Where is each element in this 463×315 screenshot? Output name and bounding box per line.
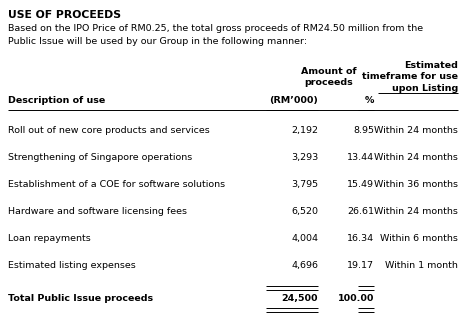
Text: Total Public Issue proceeds: Total Public Issue proceeds <box>8 294 153 303</box>
Text: 4,696: 4,696 <box>291 261 318 270</box>
Text: 3,795: 3,795 <box>291 180 318 189</box>
Text: 3,293: 3,293 <box>291 153 318 162</box>
Text: Establishment of a COE for software solutions: Establishment of a COE for software solu… <box>8 180 225 189</box>
Text: Within 1 month: Within 1 month <box>385 261 458 270</box>
Text: Hardware and software licensing fees: Hardware and software licensing fees <box>8 207 187 216</box>
Text: %: % <box>365 96 374 105</box>
Text: 2,192: 2,192 <box>291 126 318 135</box>
Text: 4,004: 4,004 <box>291 234 318 243</box>
Text: (RM’000): (RM’000) <box>269 96 318 105</box>
Text: 8.95: 8.95 <box>353 126 374 135</box>
Text: USE OF PROCEEDS: USE OF PROCEEDS <box>8 10 121 20</box>
Text: 6,520: 6,520 <box>291 207 318 216</box>
Text: 24,500: 24,500 <box>282 294 318 303</box>
Text: Description of use: Description of use <box>8 96 105 105</box>
Text: Strengthening of Singapore operations: Strengthening of Singapore operations <box>8 153 192 162</box>
Text: Roll out of new core products and services: Roll out of new core products and servic… <box>8 126 210 135</box>
Text: 15.49: 15.49 <box>347 180 374 189</box>
Text: Estimated listing expenses: Estimated listing expenses <box>8 261 136 270</box>
Text: 16.34: 16.34 <box>347 234 374 243</box>
Text: 100.00: 100.00 <box>338 294 374 303</box>
Text: Within 24 months: Within 24 months <box>374 207 458 216</box>
Text: 26.61: 26.61 <box>347 207 374 216</box>
Text: Based on the IPO Price of RM0.25, the total gross proceeds of RM24.50 million fr: Based on the IPO Price of RM0.25, the to… <box>8 24 423 45</box>
Text: Within 6 months: Within 6 months <box>380 234 458 243</box>
Text: Within 36 months: Within 36 months <box>374 180 458 189</box>
Text: Amount of
proceeds: Amount of proceeds <box>300 67 357 88</box>
Text: Loan repayments: Loan repayments <box>8 234 91 243</box>
Text: 19.17: 19.17 <box>347 261 374 270</box>
Text: Within 24 months: Within 24 months <box>374 126 458 135</box>
Text: 13.44: 13.44 <box>347 153 374 162</box>
Text: Estimated
timeframe for use
upon Listing: Estimated timeframe for use upon Listing <box>362 61 458 93</box>
Text: Within 24 months: Within 24 months <box>374 153 458 162</box>
